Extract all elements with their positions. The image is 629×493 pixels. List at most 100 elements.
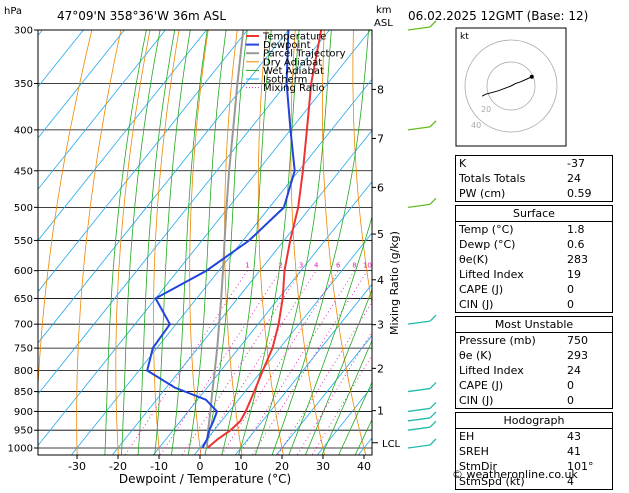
mixing-ratio-line [124,270,248,455]
height-tick-label: 3 [377,319,384,332]
pressure-tick-label: 650 [14,294,33,305]
index-value: 1.8 [567,223,585,236]
pressure-tick-label: 750 [14,344,33,355]
index-label: θe(K) [459,253,489,266]
wet-adiabat-line [137,30,176,455]
mixing-ratio-axis-title: Mixing Ratio (g/kg) [388,231,401,335]
index-label: EH [459,430,475,443]
index-label: K [459,157,467,170]
dry-adiabat-line [224,30,243,455]
mixing-ratio-label: 8 [352,262,356,270]
wind-barb [407,203,431,208]
dewpoint-line [146,30,296,449]
index-row: θe (K) 293 [456,348,612,363]
chart-axes: 3003504004505005506006507007508008509009… [8,26,401,474]
index-row: Lifted Index 19 [456,267,612,282]
temperature-tick-label: 0 [197,460,204,473]
hodograph-ring-label: 20 [481,105,491,114]
mixing-ratio-line [220,270,339,455]
isotherm-line [38,30,166,190]
index-label: CIN (J) [459,394,494,407]
temperature-tick-label: -30 [68,460,86,473]
isotherm-line [193,232,372,455]
index-value: 0 [567,379,574,392]
surface-title: Surface [456,206,612,222]
temperature-tick-label: 20 [275,460,289,473]
pressure-tick-label: 1000 [8,444,33,455]
pressure-tick-label: 950 [14,426,33,437]
legend-entry: Temperature [262,32,326,43]
wind-barb [407,26,431,31]
index-value: 101° [567,460,594,473]
wind-barb-flag [429,438,437,446]
mixing-ratio-line [197,270,317,455]
isotherm-line [316,386,372,455]
legend-entry: Dewpoint [263,40,311,51]
hodograph-storm-marker [529,74,534,79]
index-label: CAPE (J) [459,379,504,392]
wet-adiabat-line [204,30,248,455]
asl-unit-label: ASL [374,18,393,29]
index-row: StmDir 101° [456,459,612,474]
indices-panel: K -37 Totals Totals 24 PW (cm) 0.59 Surface T… [455,155,613,493]
wind-barb-flag [429,314,437,322]
most-unstable-title: Most Unstable [456,317,612,333]
pressure-tick-label: 600 [14,266,33,277]
wind-barbs [407,20,437,449]
index-value: 4 [567,475,574,488]
mixing-ratio-label: 25 [419,262,428,270]
temperature-line [206,30,323,449]
index-row: EH 43 [456,429,612,444]
index-label: Lifted Index [459,364,524,377]
isotherm-line [234,283,372,455]
wet-adiabat-line [154,30,191,455]
dry-adiabat-line [257,30,284,455]
mixing-ratio-label: 1 [245,262,249,270]
index-label: PW (cm) [459,187,506,200]
index-label: SREH [459,445,489,458]
index-value: 24 [567,172,581,185]
index-label: Temp (°C) [459,223,514,236]
mixing-ratio-label: 10 [363,262,372,270]
wind-barb-flag [429,120,437,128]
index-row: StmSpd (kt) 4 [456,474,612,489]
index-value: 24 [567,364,581,377]
height-tick-label: 7 [377,132,384,145]
index-value: 0.6 [567,238,585,251]
index-value: 750 [567,334,588,347]
isotherm-line [152,181,372,455]
pressure-tick-label: 400 [14,125,33,136]
dry-adiabat-line [38,30,93,394]
height-tick-label: 8 [377,83,384,96]
wind-barb-flag [429,411,437,419]
wet-adiabat-line [288,215,372,455]
isotherm-line [111,129,372,455]
plot-frame [37,29,373,456]
isotherm-line [70,78,372,455]
mixing-ratio-label: 2 [278,262,282,270]
hodograph-trace [510,76,533,87]
indices-most-unstable: Most Unstable Pressure (mb) 750 θe (K) 293 L… [455,316,613,409]
index-label: CAPE (J) [459,283,504,296]
km-unit-label: km [376,5,392,16]
legend-entry: Mixing Ratio [263,83,325,94]
wet-adiabat-line [120,30,161,455]
mixing-ratio-label: 20 [405,262,414,270]
temperature-tick-label: -20 [109,460,127,473]
index-row: Temp (°C) 1.8 [456,222,612,237]
index-row: Pressure (mb) 750 [456,333,612,348]
temperature-tick-label: -10 [150,460,168,473]
index-row: CIN (J) 0 [456,393,612,408]
isotherm-line [38,30,371,447]
wet-adiabat-line [104,30,147,455]
index-row: CAPE (J) 0 [456,378,612,393]
hodograph-frame [455,27,567,147]
indices-surface: Surface Temp (°C) 1.8 Dewp (°C) 0.6 θe(K) 283… [455,205,613,313]
index-row: θe(K) 283 [456,252,612,267]
legend-entry: Isotherm [263,75,307,86]
pressure-tick-label: 350 [14,79,33,90]
dry-adiabat-line [189,30,209,455]
copyright-link[interactable]: © weatheronline.co.uk [452,468,578,481]
